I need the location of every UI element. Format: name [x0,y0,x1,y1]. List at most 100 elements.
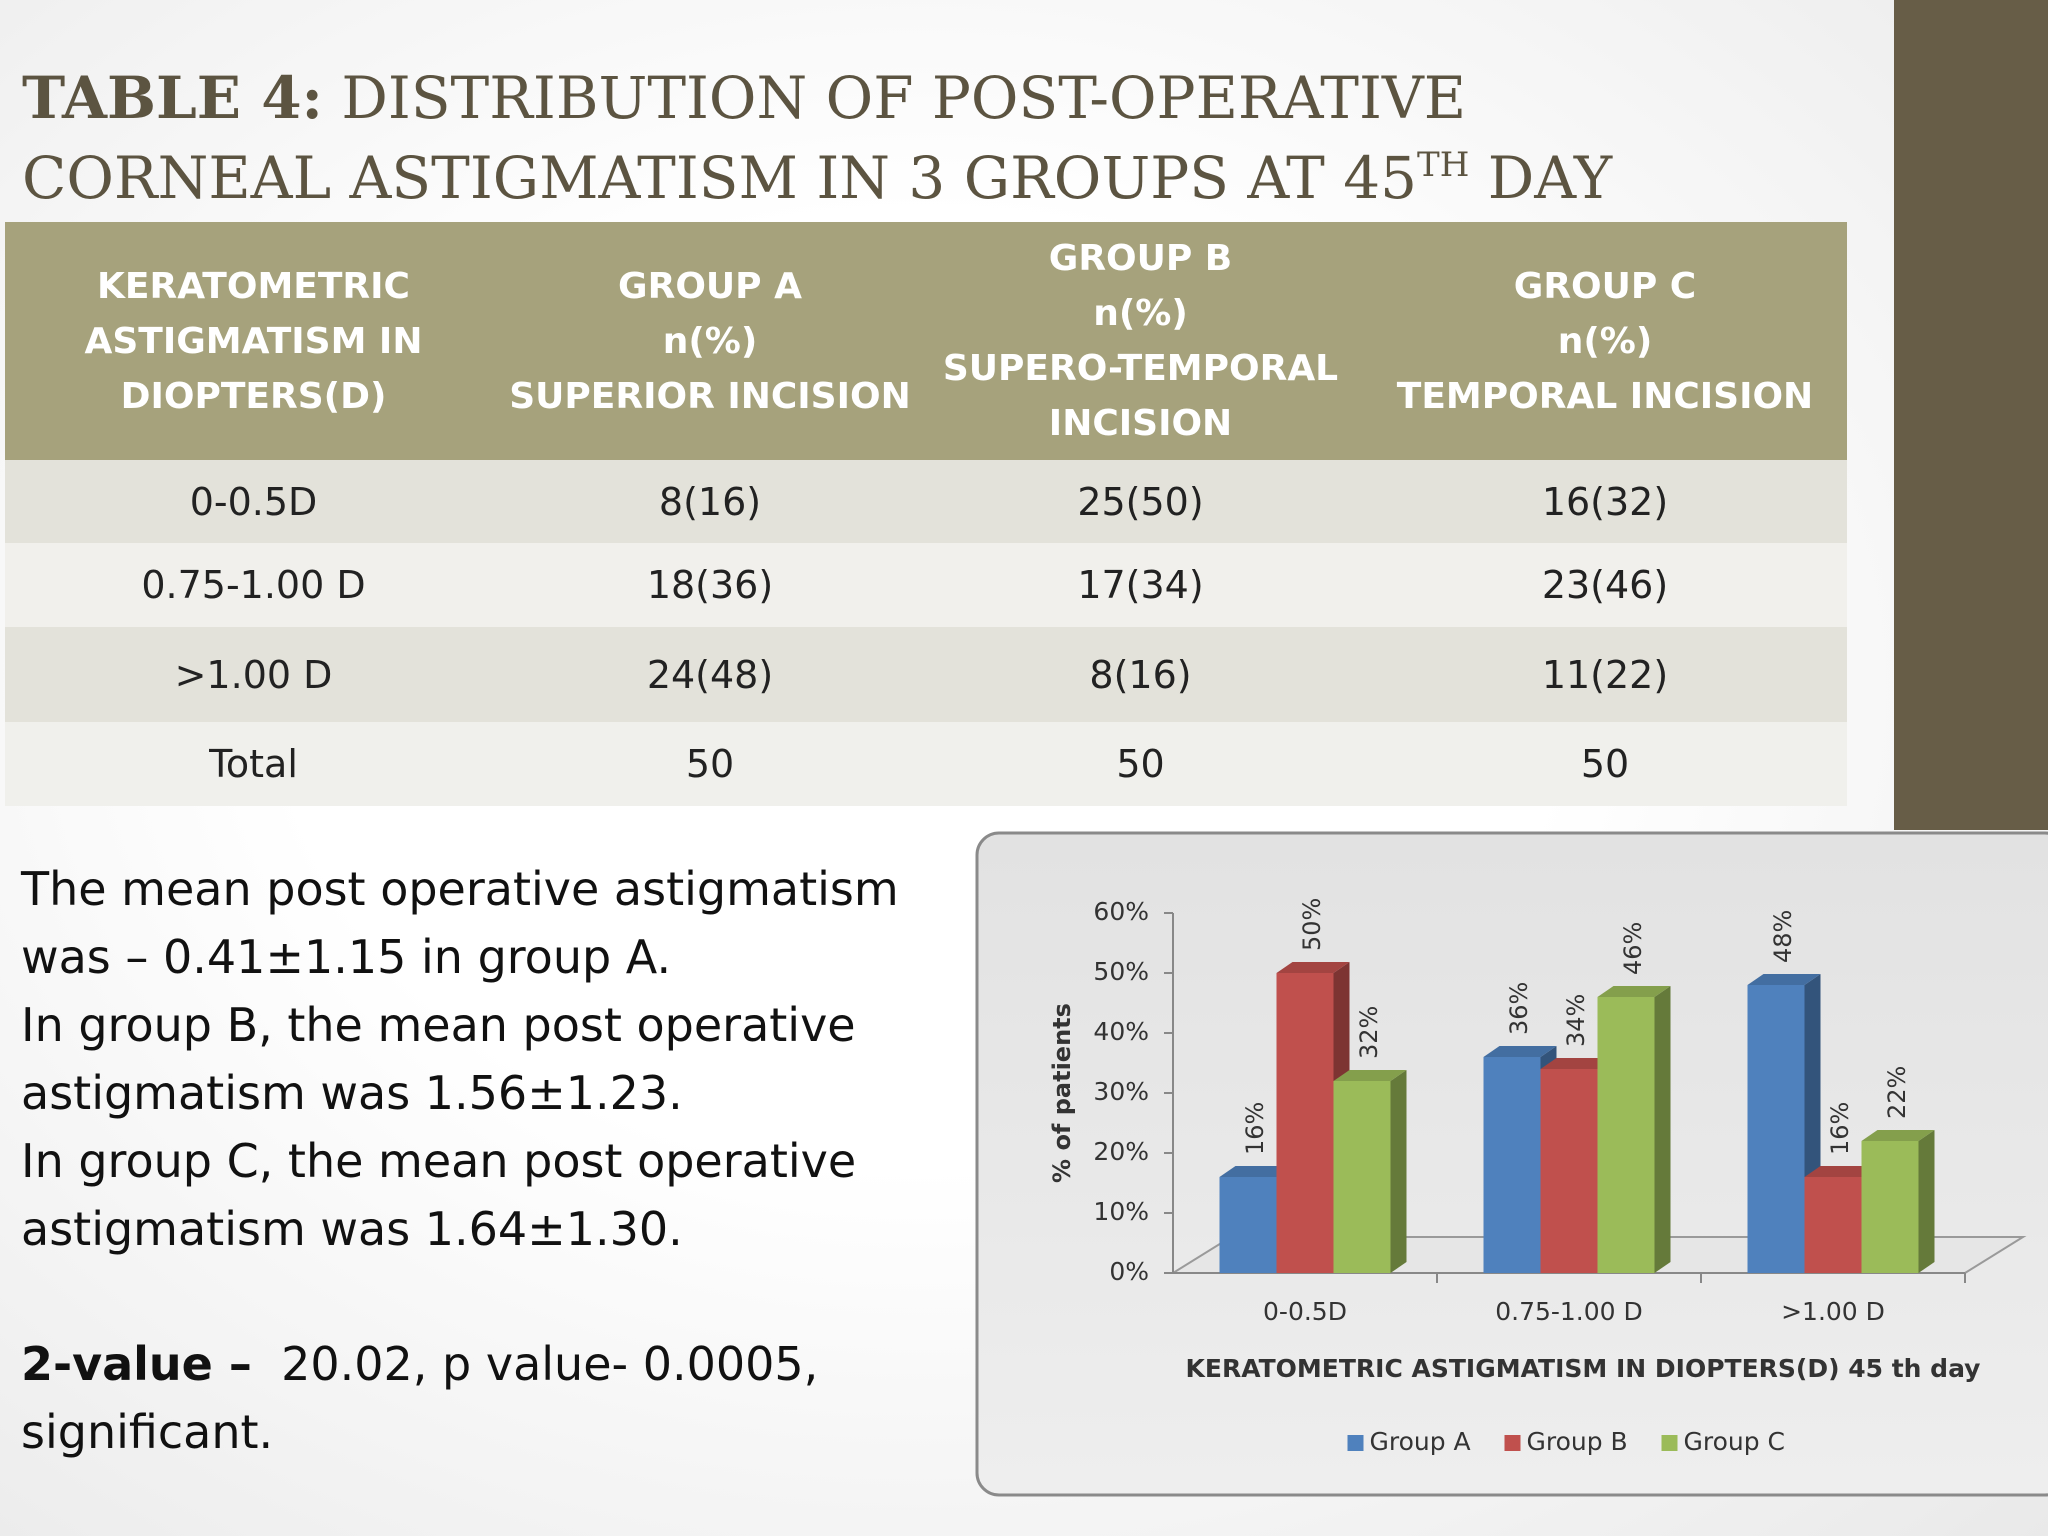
stat-text: 20.02, p value- 0.0005, [281,1337,819,1391]
header-line: SUPERO-TEMPORAL [942,348,1339,389]
bar-top [1333,1070,1407,1081]
bar [1219,1177,1277,1273]
x-tick-label: 0.75-1.00 D [1495,1297,1643,1326]
x-tick-label: 0-0.5D [1263,1297,1347,1326]
value-label: 50% [1298,898,1326,951]
table-cell: 50 [1580,742,1630,786]
y-tick-label: 30% [1093,1077,1149,1106]
bar-top [1597,986,1671,997]
note-line: astigmatism was 1.56±1.23. [21,1066,683,1120]
value-label: 34% [1562,994,1590,1047]
note-line: The mean post operative astigmatism [21,862,899,916]
stat-label: 2-value – [21,1337,252,1391]
table-cell: 50 [1116,742,1165,786]
title-text: CORNEAL ASTIGMATISM IN 3 GROUPS AT 45 [22,144,1418,212]
side-band [1894,0,2048,830]
header-line: GROUP C [1513,265,1697,307]
header-line: SUPERIOR INCISION [509,375,911,417]
header-cell: KERATOMETRIC ASTIGMATISM IN DIOPTERS(D) [5,222,502,460]
header-line: DIOPTERS(D) [120,375,387,417]
title-text: DISTRIBUTION OF POST-OPERATIVE [341,64,1467,132]
notes: The mean post operative astigmatism was –… [21,855,899,1263]
note-line: In group C, the mean post operative [21,1134,857,1188]
note-line: In group B, the mean post operative [21,998,856,1052]
table-cell: 0.75-1.00 D [141,563,366,607]
bar-top [1540,1058,1614,1069]
legend-label: Group A [1370,1427,1471,1456]
bar-side [1390,1070,1407,1273]
bar [1747,985,1805,1273]
bar-top [1861,1130,1935,1141]
title-text: DAY [1487,144,1613,212]
bar [1804,1177,1862,1273]
stat-line: significant. [21,1405,274,1459]
header-line: n(%) [1093,293,1188,334]
header-line: n(%) [662,320,758,362]
value-label: 16% [1241,1102,1269,1155]
bar-top [1747,974,1821,985]
bar-top [1804,1166,1878,1177]
note-line: was – 0.41±1.15 in group A. [21,930,672,984]
header-line: ASTIGMATISM IN [84,320,423,362]
y-tick-label: 50% [1093,957,1149,986]
table-cell: 11(22) [1541,652,1669,697]
header-line: KERATOMETRIC [97,265,410,307]
title-line: CORNEAL ASTIGMATISM IN 3 GROUPS AT 45TH … [22,138,1612,218]
y-tick-label: 20% [1093,1137,1149,1166]
value-label: 16% [1826,1102,1854,1155]
table-cell: 50 [685,742,735,786]
table-cell: 8(16) [658,479,762,524]
table-row [5,722,1847,806]
bar-side [1654,986,1671,1273]
table-cell: >1.00 D [174,652,333,697]
statistic: 2-value – 20.02, p value- 0.0005, signif… [21,1330,818,1466]
legend-label: Group C [1684,1427,1786,1456]
header-cell: GROUP A n(%) SUPERIOR INCISION [502,222,918,460]
header-cell: GROUP B n(%) SUPERO-TEMPORAL INCISION [918,222,1363,460]
bar [1861,1141,1919,1273]
table-row [5,460,1847,543]
legend-swatch [1661,1435,1678,1451]
table-cell: 23(46) [1541,563,1669,607]
header-line: n(%) [1557,320,1653,362]
legend-swatch [1504,1435,1521,1451]
bar [1276,973,1334,1273]
x-tick-label: >1.00 D [1781,1297,1885,1326]
table-cell: 18(36) [646,563,774,607]
table-row [5,627,1847,722]
bar [1483,1057,1541,1273]
y-tick-label: 10% [1093,1197,1149,1226]
bar-top [1276,962,1350,973]
slide-title: TABLE 4: DISTRIBUTION OF POST-OPERATIVE … [22,58,1612,218]
table-cell: 24(48) [646,652,774,697]
title-superscript: TH [1417,145,1470,185]
bar [1333,1081,1391,1273]
table-cell: Total [209,742,298,786]
header-line: TEMPORAL INCISION [1396,375,1814,417]
stat-line: 2-value – 20.02, p value- 0.0005, [21,1330,818,1398]
y-tick-label: 60% [1093,897,1149,926]
value-label: 46% [1619,922,1647,975]
header-line: INCISION [1048,403,1233,444]
header-line: GROUP B [1048,238,1233,279]
legend-swatch [1347,1435,1364,1451]
table-cell: 8(16) [1089,652,1192,697]
bar-side [1918,1130,1935,1273]
header-line: GROUP A [618,265,802,307]
table: KERATOMETRIC ASTIGMATISM IN DIOPTERS(D) GRO… [5,222,1847,806]
note-line: astigmatism was 1.64±1.30. [21,1202,683,1256]
value-label: 32% [1355,1006,1383,1059]
table-row [5,222,1847,460]
header-cell: GROUP C n(%) TEMPORAL INCISION [1363,222,1847,460]
value-label: 36% [1505,982,1533,1035]
bar-top [1483,1046,1557,1057]
bar [1597,997,1655,1273]
legend-label: Group B [1527,1427,1628,1456]
title-label: TABLE 4: [22,64,323,132]
value-label: 22% [1883,1066,1911,1119]
value-label: 48% [1769,910,1797,963]
table-cell: 25(50) [1077,479,1204,524]
table-cell: 16(32) [1541,479,1669,524]
